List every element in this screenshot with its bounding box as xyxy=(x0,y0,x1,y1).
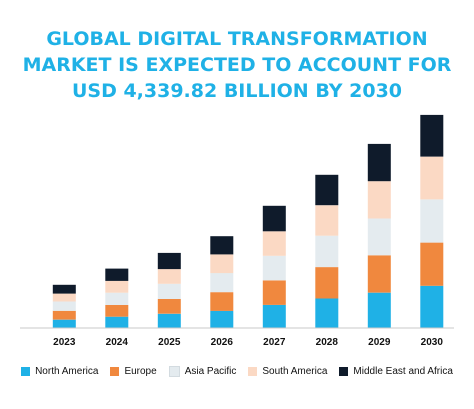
x-tick-label: 2027 xyxy=(263,337,286,348)
bar-segment-asia-pacific-2024 xyxy=(105,292,129,305)
bar-segment-europe-2023 xyxy=(52,310,76,320)
legend: North America Europe Asia Pacific South … xyxy=(0,366,474,377)
bar-segment-europe-2030 xyxy=(420,242,444,286)
x-tick-label: 2024 xyxy=(106,337,129,348)
bar-segment-europe-2025 xyxy=(157,299,181,314)
legend-item-south-america: South America xyxy=(248,366,327,377)
bar-segment-south-america-2025 xyxy=(157,269,181,284)
legend-label: Asia Pacific xyxy=(184,366,237,377)
bar-segment-europe-2026 xyxy=(210,292,234,311)
bar-segment-south-america-2026 xyxy=(210,254,234,274)
title-line: USD 4,339.82 BILLION BY 2030 xyxy=(71,80,403,102)
bar-segment-north-america-2029 xyxy=(367,292,391,328)
bar-segment-north-america-2025 xyxy=(157,313,181,328)
x-tick-label: 2028 xyxy=(316,337,339,348)
legend-label: Europe xyxy=(124,366,157,377)
bar-segment-europe-2028 xyxy=(315,267,339,299)
bar-segment-south-america-2024 xyxy=(105,280,129,293)
legend-label: South America xyxy=(262,366,328,377)
x-tick-label: 2025 xyxy=(158,337,181,348)
legend-item-europe: Europe xyxy=(110,366,157,377)
legend-item-north-america: North America xyxy=(21,366,98,377)
bar-segment-south-america-2027 xyxy=(262,231,286,256)
legend-swatch xyxy=(339,367,349,376)
legend-swatch xyxy=(110,367,120,376)
bar-segment-north-america-2028 xyxy=(315,298,339,328)
bar-segment-north-america-2027 xyxy=(262,304,286,328)
x-tick-label: 2023 xyxy=(53,337,76,348)
x-tick-label: 2029 xyxy=(368,337,391,348)
legend-swatch xyxy=(248,367,258,376)
bar-segment-middle-east-and-africa-2029 xyxy=(367,143,391,182)
x-tick-label: 2026 xyxy=(211,337,234,348)
bar-segment-south-america-2023 xyxy=(52,293,76,302)
bar-segment-south-america-2028 xyxy=(315,205,339,236)
bar-segment-asia-pacific-2030 xyxy=(420,199,444,243)
bar-segment-north-america-2030 xyxy=(420,285,444,328)
title-line: MARKET IS EXPECTED TO ACCOUNT FOR xyxy=(22,54,452,76)
bar-segment-europe-2029 xyxy=(367,255,391,293)
bar-segment-europe-2024 xyxy=(105,304,129,317)
bar-segment-middle-east-and-africa-2028 xyxy=(315,174,339,206)
bar-segment-south-america-2030 xyxy=(420,156,444,200)
bar-segment-north-america-2024 xyxy=(105,316,129,328)
legend-item-middle-east-africa: Middle East and Africa xyxy=(339,366,453,377)
bar-segment-north-america-2023 xyxy=(52,319,76,328)
legend-label: Middle East and Africa xyxy=(353,366,453,377)
legend-label: North America xyxy=(35,366,99,377)
legend-swatch xyxy=(168,366,180,377)
bar-segment-south-america-2029 xyxy=(367,181,391,219)
bar-segment-middle-east-and-africa-2026 xyxy=(210,236,234,255)
bar-segment-asia-pacific-2025 xyxy=(157,283,181,299)
bar-segment-europe-2027 xyxy=(262,280,286,305)
chart-title: GLOBAL DIGITAL TRANSFORMATION MARKET IS … xyxy=(0,26,474,104)
bar-segment-asia-pacific-2027 xyxy=(262,255,286,281)
bar-segment-asia-pacific-2028 xyxy=(315,235,339,268)
bar-segment-asia-pacific-2023 xyxy=(52,301,76,311)
bar-segment-asia-pacific-2029 xyxy=(367,218,391,256)
legend-item-asia-pacific: Asia Pacific xyxy=(168,366,237,377)
bar-segment-middle-east-and-africa-2025 xyxy=(157,252,181,270)
x-tick-label: 2030 xyxy=(421,337,444,348)
bar-segment-north-america-2026 xyxy=(210,310,234,328)
title-line: GLOBAL DIGITAL TRANSFORMATION xyxy=(46,28,428,50)
bar-segment-middle-east-and-africa-2024 xyxy=(105,268,129,281)
legend-swatch xyxy=(21,367,31,376)
bar-segment-middle-east-and-africa-2023 xyxy=(52,284,76,294)
bar-segment-middle-east-and-africa-2030 xyxy=(420,114,444,157)
bar-segment-asia-pacific-2026 xyxy=(210,273,234,293)
bar-segment-middle-east-and-africa-2027 xyxy=(262,205,286,232)
